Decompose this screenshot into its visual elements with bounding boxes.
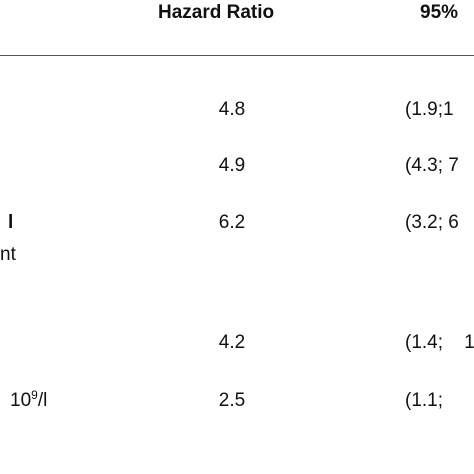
hazard-ratio: 6.2: [218, 212, 246, 233]
header-rule: [0, 55, 474, 56]
hazard-ratio: 2.5: [218, 390, 246, 411]
label-base: 10: [10, 390, 32, 411]
confidence-interval: (1.4; 1: [405, 332, 474, 353]
header-ci: 95%: [420, 2, 459, 23]
row-label: 109/l: [10, 388, 48, 412]
header-hazard-ratio: Hazard Ratio: [158, 2, 275, 23]
hazard-ratio: 4.2: [218, 332, 246, 353]
confidence-interval: (3.2; 6: [405, 212, 459, 233]
row-sublabel: nt: [0, 244, 16, 265]
hazard-ratio: 4.8: [218, 99, 246, 120]
confidence-interval: (4.3; 7: [405, 155, 459, 176]
label-unit: /l: [37, 390, 48, 411]
label-exponent: 9: [31, 388, 38, 402]
row-label: l: [8, 212, 14, 233]
confidence-interval: (1.1;: [405, 390, 444, 411]
hazard-ratio: 4.9: [218, 155, 246, 176]
confidence-interval: (1.9;1: [405, 99, 454, 120]
